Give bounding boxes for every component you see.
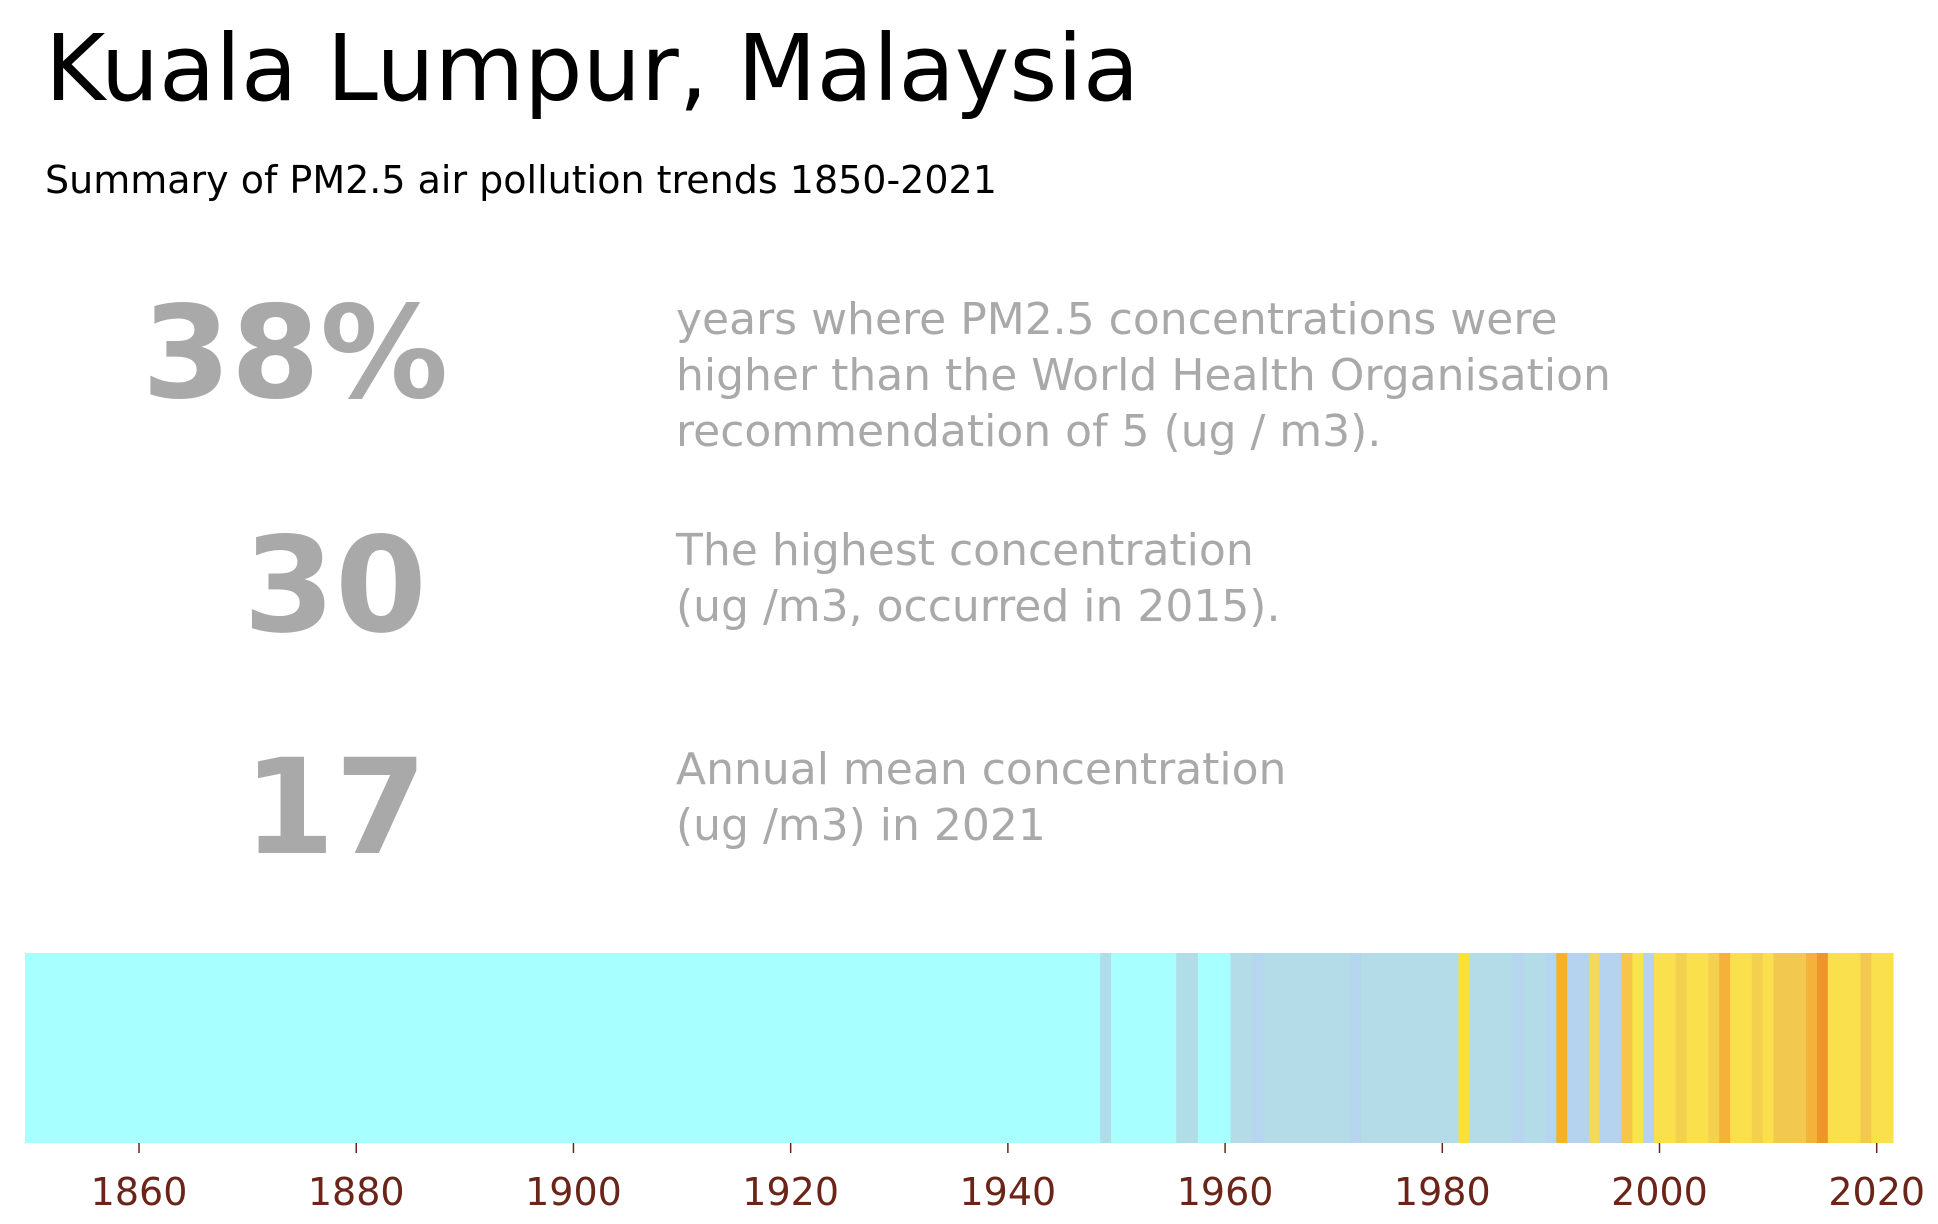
stripe-1992-1993 bbox=[1567, 953, 1590, 1143]
stat-desc-line: higher than the World Health Organisatio… bbox=[676, 350, 1611, 401]
x-tick-label: 1920 bbox=[742, 1170, 839, 1214]
page-subtitle: Summary of PM2.5 air pollution trends 18… bbox=[45, 158, 997, 202]
stripe-1983-1986 bbox=[1469, 953, 1514, 1143]
stat-desc-line: recommendation of 5 (ug / m3). bbox=[676, 406, 1382, 457]
stripe-1995-1996 bbox=[1599, 953, 1623, 1143]
stat-desc-line: The highest concentration bbox=[676, 525, 1254, 576]
stripe-1949-1949 bbox=[1100, 953, 1112, 1143]
stat-desc-line: years where PM2.5 concentrations were bbox=[676, 294, 1558, 345]
stripe-1958-1960 bbox=[1197, 953, 1232, 1143]
stat-desc-line: Annual mean concentration bbox=[676, 744, 1287, 795]
stripe-2010-2010 bbox=[1762, 953, 1775, 1143]
x-tick-label: 2020 bbox=[1828, 1170, 1925, 1214]
x-tick-label: 1960 bbox=[1177, 1170, 1274, 1214]
stripe-1964-1971 bbox=[1263, 953, 1351, 1143]
stripe-1990-1990 bbox=[1545, 953, 1557, 1143]
stripe-2000-2001 bbox=[1654, 953, 1677, 1143]
stripe-1998-1998 bbox=[1632, 953, 1644, 1143]
stat-value-exceedance: 38% bbox=[141, 279, 449, 428]
stripe-1997-1997 bbox=[1621, 953, 1633, 1143]
x-tick-label: 1900 bbox=[525, 1170, 622, 1214]
x-tick-label: 1880 bbox=[308, 1170, 405, 1214]
stripe-1850-1948 bbox=[25, 953, 1101, 1143]
stripe-1963-1963 bbox=[1252, 953, 1264, 1143]
x-tick-label: 2000 bbox=[1611, 1170, 1708, 1214]
stripe-2014-2014 bbox=[1806, 953, 1818, 1143]
stripe-2019-2019 bbox=[1860, 953, 1872, 1143]
stripe-2009-2009 bbox=[1751, 953, 1764, 1143]
stripe-2006-2006 bbox=[1719, 953, 1731, 1143]
stat-desc-line: (ug /m3) in 2021 bbox=[676, 800, 1046, 851]
stripe-1994-1994 bbox=[1588, 953, 1601, 1143]
stripe-1982-1982 bbox=[1458, 953, 1471, 1143]
stripe-1988-1989 bbox=[1523, 953, 1547, 1143]
stripe-2007-2008 bbox=[1730, 953, 1753, 1143]
stripe-1956-1957 bbox=[1176, 953, 1199, 1143]
stripe-1999-1999 bbox=[1643, 953, 1655, 1143]
stat-desc-annual-mean: Annual mean concentration (ug /m3) in 20… bbox=[676, 742, 1286, 854]
x-tick-label: 1940 bbox=[960, 1170, 1057, 1214]
stat-desc-line: (ug /m3, occurred in 2015). bbox=[676, 581, 1281, 632]
stat-desc-exceedance: years where PM2.5 concentrations were hi… bbox=[676, 292, 1611, 460]
stat-value-highest: 30 bbox=[243, 509, 427, 663]
stripe-2005-2005 bbox=[1708, 953, 1720, 1143]
page-title: Kuala Lumpur, Malaysia bbox=[45, 15, 1140, 122]
stripe-2002-2002 bbox=[1675, 953, 1688, 1143]
stripe-2003-2004 bbox=[1686, 953, 1709, 1143]
stripe-2011-2013 bbox=[1773, 953, 1807, 1143]
stripe-1991-1991 bbox=[1556, 953, 1568, 1143]
stripe-1961-1962 bbox=[1230, 953, 1253, 1143]
stripe-1987-1987 bbox=[1512, 953, 1525, 1143]
stripe-1973-1981 bbox=[1360, 953, 1460, 1143]
x-tick-label: 1860 bbox=[91, 1170, 188, 1214]
stripe-2020-2021 bbox=[1871, 953, 1894, 1143]
stripe-2015-2015 bbox=[1816, 953, 1829, 1143]
stripe-2016-2018 bbox=[1827, 953, 1862, 1143]
stat-value-annual-mean: 17 bbox=[243, 731, 427, 885]
x-tick-label: 1980 bbox=[1394, 1170, 1491, 1214]
stripe-1972-1972 bbox=[1349, 953, 1362, 1143]
stripe-1950-1955 bbox=[1111, 953, 1177, 1143]
stat-desc-highest: The highest concentration (ug /m3, occur… bbox=[676, 523, 1280, 635]
